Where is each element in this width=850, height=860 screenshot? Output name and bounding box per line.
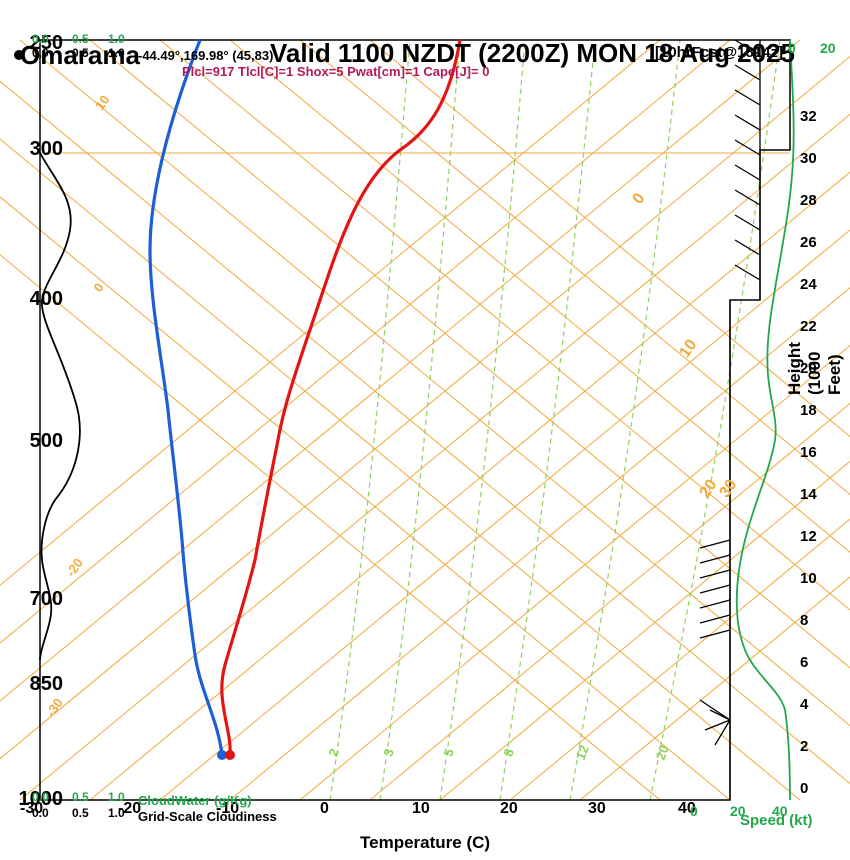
p-tick-850[interactable]: 850: [8, 673, 63, 696]
h-tick-6[interactable]: 6: [800, 654, 808, 671]
h-tick-22[interactable]: 22: [800, 318, 817, 335]
h-tick-24[interactable]: 24: [800, 276, 817, 293]
bottom-legend-black-1: 0.5: [72, 806, 89, 820]
top-legend-green-1: 0.5: [72, 32, 89, 46]
h-tick-2[interactable]: 2: [800, 738, 808, 755]
bottom-legend-black-0: 0.0: [32, 806, 49, 820]
top-legend-green-0: 0.0: [32, 32, 49, 46]
top-legend-black-1: 0.5: [72, 46, 89, 60]
temperature-axis-label: Temperature (C): [360, 833, 490, 853]
bottom-legend-green-1: 0.5: [72, 790, 89, 804]
bottom-legend-green-0: 0.0: [32, 790, 49, 804]
t-tick-20[interactable]: 20: [500, 800, 518, 818]
speed-tick-0-bottom[interactable]: 0: [690, 803, 698, 819]
p-tick-700[interactable]: 700: [8, 588, 63, 611]
h-tick-14[interactable]: 14: [800, 486, 817, 503]
t-tick-10[interactable]: 10: [412, 800, 430, 818]
h-tick-26[interactable]: 26: [800, 234, 817, 251]
gridscale-caption: Grid-Scale Cloudiness: [138, 809, 277, 824]
pressure-axis-label: P (hPa): [0, 401, 1, 459]
h-tick-4[interactable]: 4: [800, 696, 808, 713]
temperature-surface-marker: [225, 750, 235, 760]
bottom-legend-green-2: 1.0: [108, 790, 125, 804]
h-tick-16[interactable]: 16: [800, 444, 817, 461]
top-legend-green-2: 1.0: [108, 32, 125, 46]
h-tick-10[interactable]: 10: [800, 570, 817, 587]
bottom-legend-black-2: 1.0: [108, 806, 125, 820]
top-legend-black-0: 0.0: [32, 46, 49, 60]
h-tick-30[interactable]: 30: [800, 150, 817, 167]
legend-stats: Plcl=917 Tlcl[C]=1 Shox=5 Pwat[cm]=1 Cap…: [182, 64, 489, 79]
cloudwater-caption: CloudWater (g/Kg): [138, 793, 252, 808]
station-coords: -44.49°,169.98° (45,83): [138, 48, 273, 63]
speed-tick-20-top[interactable]: 20: [820, 40, 836, 56]
speed-tick-40-bottom[interactable]: 40: [772, 803, 788, 819]
speed-tick-20-bottom[interactable]: 20: [730, 803, 746, 819]
t-tick-30[interactable]: 30: [588, 800, 606, 818]
top-legend-black-2: 1.0: [108, 46, 125, 60]
h-tick-32[interactable]: 32: [800, 108, 817, 125]
h-tick-28[interactable]: 28: [800, 192, 817, 209]
speed-tick-0-top[interactable]: 0: [788, 40, 796, 56]
header-forecast: [10hrFcst@1814z]: [655, 44, 783, 61]
h-tick-8[interactable]: 8: [800, 612, 808, 629]
p-tick-400[interactable]: 400: [8, 288, 63, 311]
h-tick-12[interactable]: 12: [800, 528, 817, 545]
p-tick-300[interactable]: 300: [8, 138, 63, 161]
p-tick-500[interactable]: 500: [8, 430, 63, 453]
h-tick-0[interactable]: 0: [800, 780, 808, 797]
h-tick-18[interactable]: 18: [800, 402, 817, 419]
t-tick-0[interactable]: 0: [320, 800, 329, 818]
h-tick-20[interactable]: 20: [800, 360, 817, 377]
